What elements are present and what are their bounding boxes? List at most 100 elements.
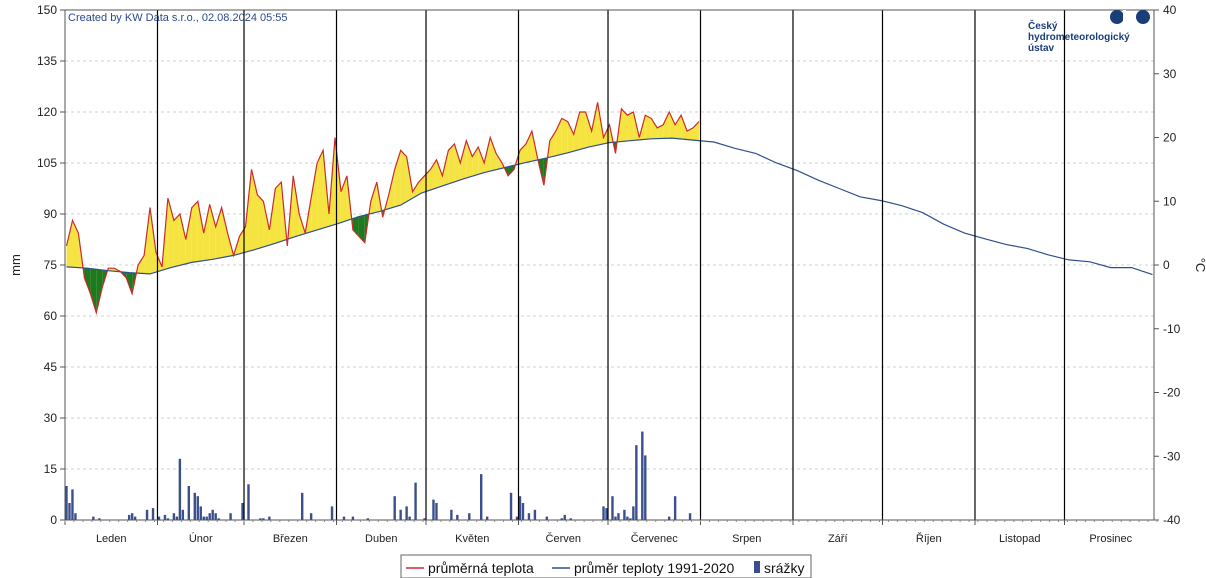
warm-fill [72, 220, 79, 268]
left-tick-label: 120 [37, 105, 57, 119]
warm-fill [466, 140, 473, 179]
month-label: Srpen [732, 533, 761, 545]
warm-fill [191, 201, 198, 263]
legend-label-actual: průměrná teplota [428, 560, 534, 576]
precip-bar [175, 516, 179, 520]
precip-bar [71, 489, 74, 520]
warm-fill [657, 124, 664, 139]
precip-bar [408, 516, 411, 520]
warm-fill [173, 214, 180, 267]
precip-bar [533, 509, 537, 520]
warm-fill [340, 175, 347, 223]
precip-bar [527, 513, 531, 520]
right-tick-label: -30 [1163, 449, 1181, 463]
left-axis-label: mm [8, 254, 23, 276]
month-label: Říjen [916, 532, 942, 545]
warm-fill [293, 175, 300, 238]
logo-line-1: Český [1028, 19, 1058, 32]
precip-bar [151, 508, 155, 520]
warm-fill [675, 115, 682, 139]
month-label: Prosinec [1089, 533, 1132, 545]
warm-fill [203, 204, 210, 261]
left-tick-label: 90 [44, 207, 58, 221]
warm-fill [412, 182, 419, 199]
left-tick-label: 105 [37, 156, 57, 170]
warm-fill [370, 182, 377, 214]
precip-bar [130, 513, 134, 520]
warm-fill [585, 112, 592, 148]
precip-bar [667, 516, 671, 520]
precip-bar [68, 503, 71, 520]
precip-bar [342, 516, 346, 520]
precip-bar [241, 503, 244, 520]
warm-fill [478, 147, 485, 175]
precip-bar [518, 496, 522, 520]
precip-bar [193, 492, 196, 520]
precip-bar [688, 513, 692, 520]
actual-temperature-line [65, 102, 700, 316]
warm-fill [627, 112, 634, 141]
precip-bar [617, 513, 620, 520]
warm-fill [663, 112, 670, 139]
precip-bar [268, 516, 271, 520]
precip-bar [259, 518, 262, 520]
right-tick-label: 10 [1163, 194, 1177, 208]
precip-bar [450, 509, 453, 520]
right-tick-label: 20 [1163, 131, 1177, 145]
month-label: Září [828, 533, 848, 545]
precip-bar [196, 496, 199, 520]
precip-bar [632, 506, 635, 520]
month-label: Březen [273, 533, 308, 545]
right-tick-label: -20 [1163, 386, 1181, 400]
left-tick-label: 150 [37, 3, 57, 17]
precip-bar [351, 516, 355, 520]
month-label: Únor [189, 532, 213, 545]
warm-fill [561, 118, 568, 155]
month-label: Leden [96, 533, 127, 545]
precip-bar [65, 486, 68, 520]
cold-fill [90, 268, 97, 313]
precip-bar [214, 513, 217, 520]
precip-bar [399, 509, 402, 520]
right-tick-label: -10 [1163, 322, 1181, 336]
warm-fill [221, 207, 228, 258]
precip-bar [563, 514, 566, 520]
cold-fill [508, 165, 515, 176]
precip-bar [560, 518, 563, 520]
warm-fill [197, 201, 204, 262]
precip-bar [309, 513, 313, 520]
credit-text: Created by KW Data s.r.o., 02.08.2024 05… [68, 12, 288, 24]
temperature-lines [65, 102, 1153, 316]
precip-bar [602, 506, 605, 520]
warm-fill [645, 115, 652, 140]
warm-fill [394, 150, 401, 207]
logo-mark-cut [1123, 10, 1126, 24]
precip-bar [92, 516, 95, 520]
precip-bar [414, 482, 417, 520]
left-tick-label: 15 [44, 462, 58, 476]
normal-temperature-line [66, 137, 1153, 276]
precip-bar [172, 513, 176, 520]
warm-fill [454, 143, 461, 182]
legend-label-normal: průměr teploty 1991-2020 [574, 560, 735, 576]
precip-bar [300, 492, 304, 520]
cold-fill [358, 215, 365, 243]
precip-bar [98, 518, 101, 520]
left-tick-label: 0 [50, 513, 57, 527]
precip-bar [393, 496, 396, 520]
warm-fill [400, 150, 407, 206]
warm-fill [275, 182, 282, 244]
precip-bar [205, 516, 208, 520]
right-tick-label: 0 [1163, 258, 1170, 272]
warm-fill [555, 118, 562, 156]
left-tick-label: 30 [44, 411, 58, 425]
warm-fill [436, 159, 443, 188]
warm-fill [621, 108, 628, 142]
logo-line-3: ústav [1028, 43, 1055, 54]
warm-fill [317, 150, 324, 230]
warm-fill [681, 115, 688, 140]
right-tick-label: 40 [1163, 3, 1177, 17]
precip-bar [623, 509, 626, 520]
right-axis-label: °C [1193, 258, 1206, 273]
precip-bar [181, 509, 185, 520]
